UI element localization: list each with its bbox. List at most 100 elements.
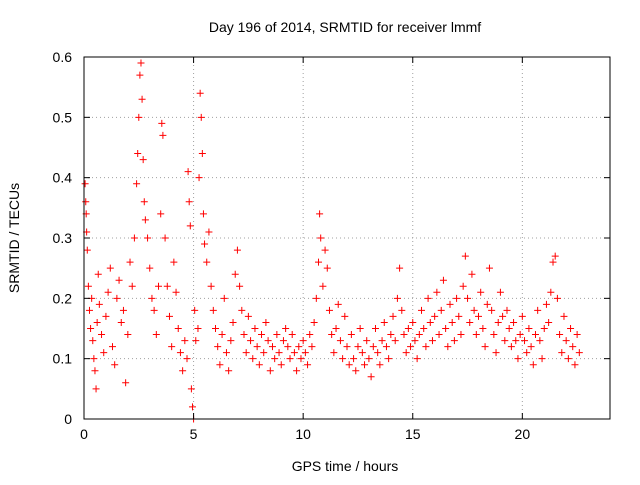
data-point xyxy=(330,349,338,357)
data-point xyxy=(468,270,476,278)
data-point xyxy=(176,349,184,357)
data-point xyxy=(229,318,237,326)
data-point xyxy=(194,325,202,332)
data-point xyxy=(113,294,121,302)
data-point xyxy=(442,325,450,332)
data-point xyxy=(428,337,436,345)
data-point xyxy=(376,361,384,369)
data-point xyxy=(199,210,207,218)
data-point xyxy=(433,288,441,296)
data-point xyxy=(409,318,417,326)
data-point xyxy=(124,331,132,339)
data-point xyxy=(371,325,379,332)
data-point xyxy=(503,306,511,314)
data-point xyxy=(89,337,97,345)
data-point xyxy=(356,325,364,332)
data-point xyxy=(139,156,147,164)
data-point xyxy=(341,312,349,320)
data-point xyxy=(518,312,526,320)
data-point xyxy=(398,306,406,314)
data-point xyxy=(365,355,373,363)
data-point xyxy=(152,331,160,339)
data-point xyxy=(325,306,333,314)
data-point xyxy=(209,306,217,314)
data-point xyxy=(319,282,327,290)
data-point xyxy=(575,349,583,357)
y-tick-label: 0.4 xyxy=(53,170,73,186)
data-point xyxy=(505,325,513,332)
data-point xyxy=(244,312,252,320)
data-point xyxy=(179,367,187,375)
data-point xyxy=(255,361,263,369)
data-point xyxy=(459,282,467,290)
data-point xyxy=(569,343,577,351)
data-point xyxy=(477,288,485,296)
data-point xyxy=(133,180,141,188)
data-point xyxy=(457,331,465,339)
data-point xyxy=(288,331,296,339)
data-point xyxy=(472,331,480,339)
data-point xyxy=(102,312,110,320)
data-point xyxy=(161,234,169,242)
data-point xyxy=(558,349,566,357)
data-point xyxy=(475,312,482,320)
data-point xyxy=(556,331,564,339)
data-point xyxy=(507,343,515,351)
data-point xyxy=(413,355,421,363)
data-point xyxy=(297,355,305,363)
data-point xyxy=(418,306,426,314)
data-point xyxy=(571,361,579,369)
data-point xyxy=(91,367,99,375)
data-point xyxy=(304,361,312,369)
data-point xyxy=(271,355,279,363)
data-point xyxy=(98,331,106,339)
data-point xyxy=(369,343,377,351)
y-tick-label: 0 xyxy=(64,411,72,427)
data-point xyxy=(227,337,235,345)
data-point xyxy=(402,349,410,357)
data-point xyxy=(328,331,336,339)
data-point xyxy=(567,325,575,332)
data-point xyxy=(148,294,156,302)
data-point xyxy=(439,276,447,284)
data-point xyxy=(187,385,195,393)
data-point xyxy=(347,331,355,339)
data-point xyxy=(146,264,154,272)
data-point xyxy=(501,337,509,345)
data-point xyxy=(253,343,261,351)
data-point xyxy=(455,312,463,320)
data-point xyxy=(251,325,259,332)
data-point xyxy=(317,234,325,242)
data-point xyxy=(321,246,329,254)
data-point xyxy=(301,349,309,357)
data-point xyxy=(236,282,244,290)
data-point xyxy=(85,306,93,314)
data-point xyxy=(192,337,200,345)
data-point xyxy=(514,355,522,363)
data-point xyxy=(135,113,143,121)
data-point xyxy=(233,246,241,254)
data-point xyxy=(400,331,408,339)
data-point xyxy=(308,343,316,351)
data-point xyxy=(363,337,371,345)
data-point xyxy=(284,343,292,351)
data-point xyxy=(560,312,568,320)
data-point xyxy=(299,337,307,345)
x-tick-label: 10 xyxy=(295,426,311,442)
data-point xyxy=(84,282,92,290)
data-point xyxy=(264,337,272,345)
data-point xyxy=(138,95,146,103)
data-point xyxy=(83,246,91,254)
data-point xyxy=(111,361,119,369)
data-point xyxy=(361,361,369,369)
data-point xyxy=(464,294,472,302)
data-point xyxy=(420,325,428,332)
data-point xyxy=(295,343,303,351)
data-point xyxy=(197,113,205,121)
data-point xyxy=(426,318,434,326)
data-point xyxy=(404,325,412,332)
data-point xyxy=(238,306,246,314)
data-point xyxy=(494,318,502,326)
data-point xyxy=(81,180,89,188)
